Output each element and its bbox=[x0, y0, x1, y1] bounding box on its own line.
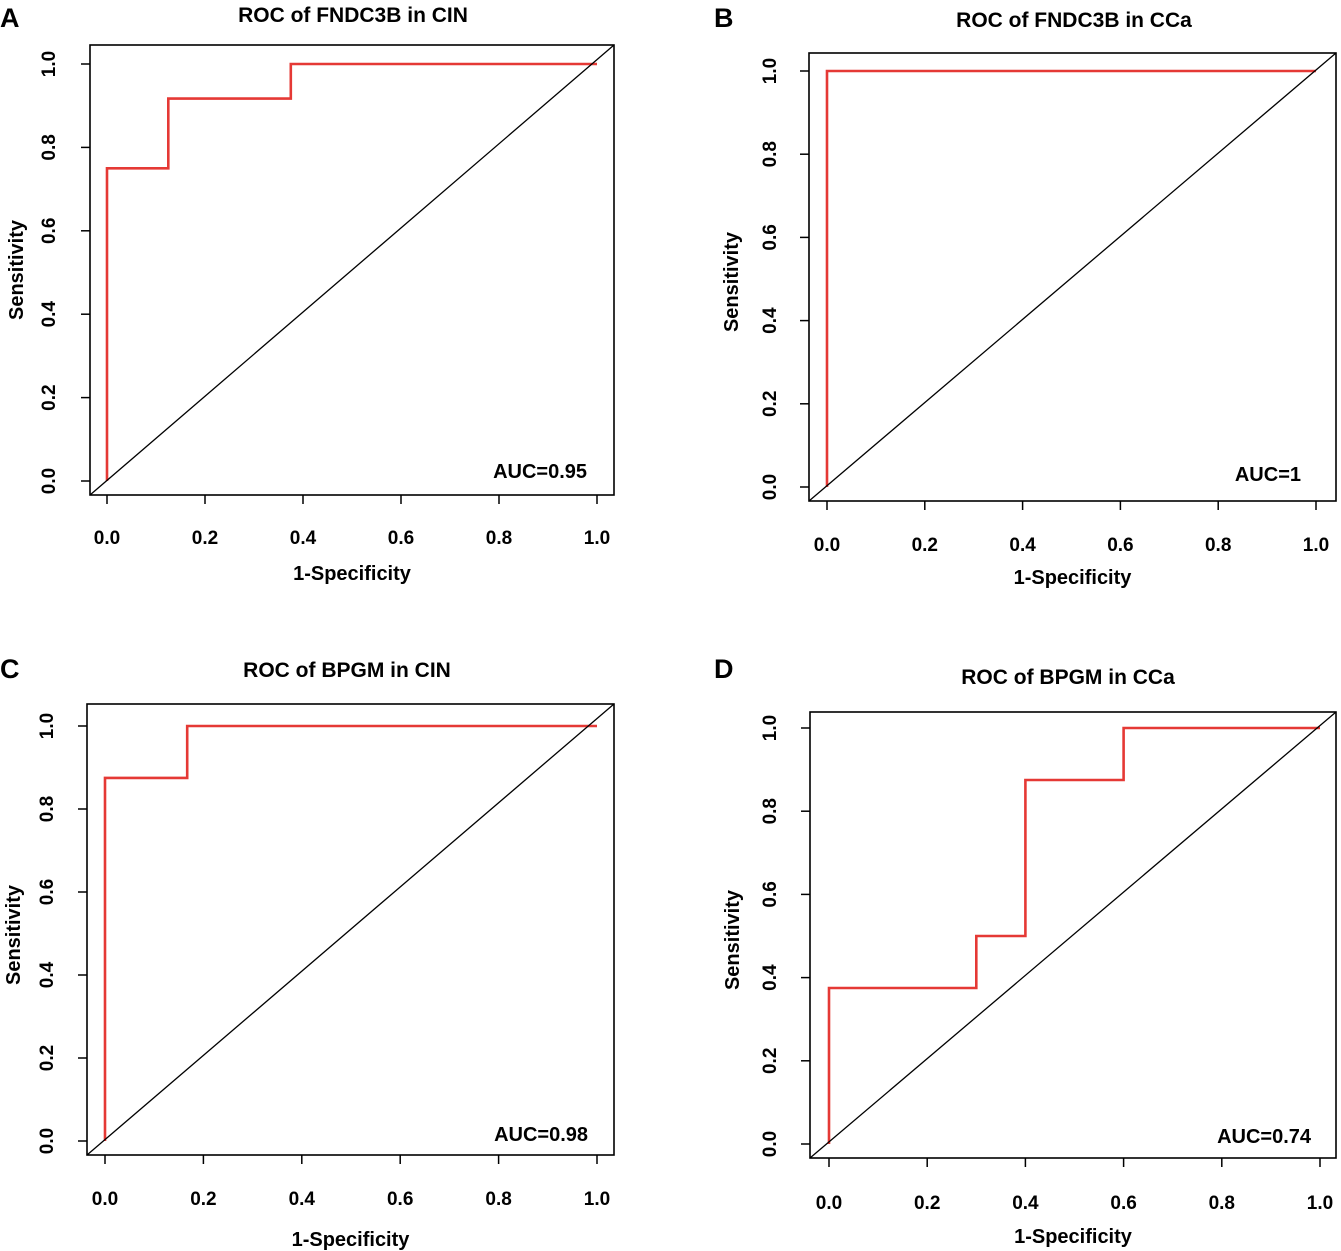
panel-a-y-tick-label-5: 1.0 bbox=[39, 51, 60, 77]
panel-a-y-tick-label-4: 0.8 bbox=[39, 134, 60, 160]
panel-d-plot-frame bbox=[809, 711, 1337, 1159]
panel-d-x-tick-label-2: 0.4 bbox=[1012, 1193, 1039, 1214]
panel-a-x-tick-label-2: 0.4 bbox=[290, 528, 317, 549]
panel-c-y-tick-label-5: 1.0 bbox=[37, 713, 58, 739]
panel-d-y-axis-label: Sensitivity bbox=[722, 889, 744, 990]
panel-b-plot-frame bbox=[808, 52, 1337, 502]
panel-d-y-tick-label-0: 0.0 bbox=[760, 1131, 781, 1157]
panel-c-roc-curve bbox=[103, 724, 597, 1141]
panel-d-x-axis-label: 1-Specificity bbox=[1014, 1226, 1133, 1248]
panel-b-letter: B bbox=[714, 3, 734, 33]
panel-b-reference-diagonal bbox=[808, 52, 1337, 502]
panel-b-x-tick-label-4: 0.8 bbox=[1205, 535, 1231, 556]
panel-b-y-tick-label-3: 0.6 bbox=[760, 224, 781, 250]
panel-d-y-tick-label-4: 0.8 bbox=[760, 798, 781, 824]
panel-c-x-axis-label: 1-Specificity bbox=[292, 1229, 411, 1251]
panel-a-y-axis-label: Sensitivity bbox=[6, 219, 28, 320]
panel-d-auc-label: AUC=0.74 bbox=[1217, 1126, 1312, 1148]
panel-a-x-tick-label-1: 0.2 bbox=[192, 528, 218, 549]
panel-d-y-tick-label-1: 0.2 bbox=[760, 1048, 781, 1074]
panel-b-x-tick-label-2: 0.4 bbox=[1009, 535, 1036, 556]
panel-b-y-tick-label-4: 0.8 bbox=[760, 141, 781, 167]
panel-b-y-axis-label: Sensitivity bbox=[721, 231, 743, 332]
panel-a-roc-curve bbox=[105, 62, 597, 481]
panel-a-reference-diagonal bbox=[89, 44, 615, 496]
panel-d-x-tick-label-0: 0.0 bbox=[816, 1193, 842, 1214]
panel-c-x-tick-label-1: 0.2 bbox=[190, 1189, 216, 1210]
panel-b-y-tick-label-2: 0.4 bbox=[760, 307, 781, 334]
panel-a-x-tick-label-0: 0.0 bbox=[94, 528, 120, 549]
panel-d-x-tick-label-3: 0.6 bbox=[1110, 1193, 1136, 1214]
panel-a-y-tick-label-1: 0.2 bbox=[39, 384, 60, 410]
panel-a-y-tick-label-2: 0.4 bbox=[39, 301, 60, 328]
panel-b-roc-curve bbox=[825, 69, 1316, 487]
panel-c-y-tick-label-3: 0.6 bbox=[37, 879, 58, 905]
panel-c-y-tick-label-1: 0.2 bbox=[37, 1045, 58, 1071]
panel-b-x-tick-label-5: 1.0 bbox=[1303, 535, 1329, 556]
panel-c-reference-diagonal bbox=[86, 703, 615, 1156]
panel-c-plot-frame bbox=[86, 703, 615, 1156]
panel-c-x-tick-label-2: 0.4 bbox=[289, 1189, 316, 1210]
panel-d-x-tick-label-5: 1.0 bbox=[1307, 1193, 1333, 1214]
panel-c-letter: C bbox=[0, 654, 20, 684]
panel-a-y-tick-label-0: 0.0 bbox=[39, 468, 60, 494]
panel-d-reference-diagonal bbox=[809, 711, 1337, 1159]
panel-c-x-tick-label-3: 0.6 bbox=[387, 1189, 413, 1210]
panel-a-auc-label: AUC=0.95 bbox=[493, 461, 587, 483]
panel-c-x-tick-label-5: 1.0 bbox=[584, 1189, 610, 1210]
panel-c-y-tick-label-0: 0.0 bbox=[37, 1128, 58, 1154]
panel-a-x-axis-label: 1-Specificity bbox=[293, 563, 412, 585]
panel-a-y-tick-label-3: 0.6 bbox=[39, 218, 60, 244]
panel-b-y-tick-label-1: 0.2 bbox=[760, 391, 781, 417]
panel-b-y-tick-label-0: 0.0 bbox=[760, 474, 781, 500]
panel-d-title: ROC of BPGM in CCa bbox=[961, 666, 1175, 689]
panel-a-title: ROC of FNDC3B in CIN bbox=[238, 4, 468, 27]
panel-c-x-tick-label-0: 0.0 bbox=[92, 1189, 118, 1210]
panel-c-title: ROC of BPGM in CIN bbox=[243, 659, 451, 682]
panel-a-plot-frame bbox=[89, 44, 615, 496]
panel-b-x-tick-label-0: 0.0 bbox=[814, 535, 840, 556]
panel-d-roc-curve bbox=[827, 726, 1320, 1144]
panel-d-y-tick-label-2: 0.4 bbox=[760, 964, 781, 991]
panel-d-x-tick-label-4: 0.8 bbox=[1209, 1193, 1235, 1214]
panel-b-title: ROC of FNDC3B in CCa bbox=[956, 9, 1192, 32]
panel-b-y-tick-label-5: 1.0 bbox=[760, 58, 781, 84]
panel-b-x-axis-label: 1-Specificity bbox=[1014, 567, 1133, 589]
panel-d-letter: D bbox=[714, 654, 734, 684]
panel-a-x-tick-label-5: 1.0 bbox=[584, 528, 610, 549]
panel-a-letter: A bbox=[0, 3, 20, 33]
panel-a-x-tick-label-3: 0.6 bbox=[388, 528, 414, 549]
panel-d-x-tick-label-1: 0.2 bbox=[914, 1193, 940, 1214]
panel-c-y-tick-label-2: 0.4 bbox=[37, 961, 58, 988]
panel-b-x-tick-label-1: 0.2 bbox=[912, 535, 938, 556]
panel-c-auc-label: AUC=0.98 bbox=[494, 1124, 588, 1146]
panel-c-y-axis-label: Sensitivity bbox=[3, 884, 25, 985]
panel-d-y-tick-label-3: 0.6 bbox=[760, 881, 781, 907]
panel-b-auc-label: AUC=1 bbox=[1235, 464, 1301, 486]
panel-a-x-tick-label-4: 0.8 bbox=[486, 528, 512, 549]
panel-c-x-tick-label-4: 0.8 bbox=[485, 1189, 511, 1210]
panel-d-y-tick-label-5: 1.0 bbox=[760, 715, 781, 741]
panel-c-y-tick-label-4: 0.8 bbox=[37, 796, 58, 822]
panel-b-x-tick-label-3: 0.6 bbox=[1107, 535, 1133, 556]
